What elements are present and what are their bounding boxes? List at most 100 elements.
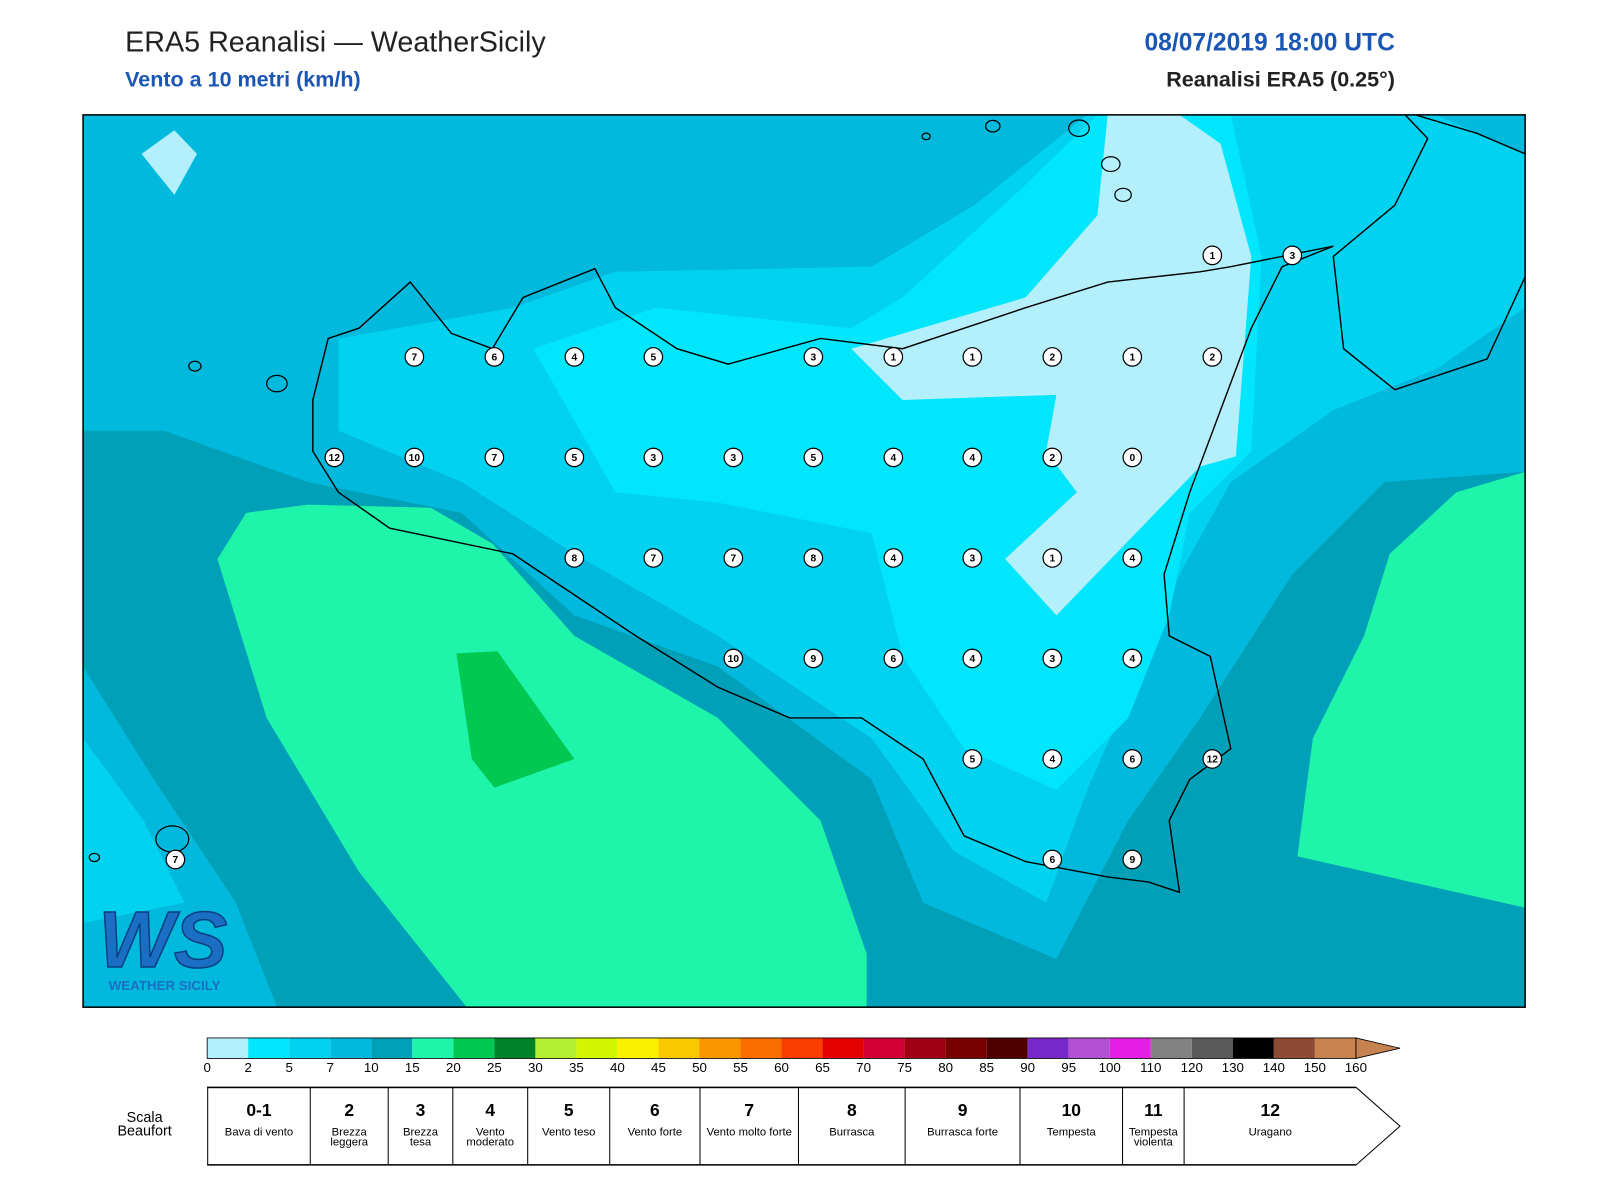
colorbar-tick-label: 35 <box>569 1060 584 1075</box>
contour-0-2 <box>141 130 197 195</box>
colorbar-swatch <box>1109 1037 1151 1059</box>
station-marker <box>1042 648 1063 669</box>
colorbar-swatch <box>1027 1037 1069 1059</box>
station-value: 1 <box>1129 353 1135 364</box>
colorbar-swatch <box>904 1037 946 1059</box>
station-marker <box>404 347 425 367</box>
station-value: 4 <box>572 353 578 364</box>
beaufort-level: 8 Burrasca <box>797 1087 905 1166</box>
station-value: 2 <box>1209 353 1215 364</box>
colorbar-tick-label: 75 <box>897 1060 912 1075</box>
station-marker <box>723 548 744 568</box>
station-marker <box>803 347 824 367</box>
station-value: 5 <box>810 453 816 464</box>
station-marker <box>643 447 664 468</box>
contour-7-10 <box>83 666 277 1008</box>
colorbar-tick-label: 85 <box>979 1060 994 1075</box>
colorbar-arrow <box>1355 1037 1401 1059</box>
beaufort-level: 9 Burrasca forte <box>904 1087 1020 1166</box>
station-marker <box>165 849 186 870</box>
colorbar-swatch <box>658 1037 700 1059</box>
station-marker <box>324 447 345 468</box>
beaufort-force: 10 <box>1061 1100 1081 1120</box>
station-value: 1 <box>969 353 975 364</box>
station-marker <box>803 648 824 669</box>
island <box>1114 187 1132 203</box>
colorbar-tick-label: 140 <box>1263 1060 1285 1075</box>
beaufort-force: 0-1 <box>246 1100 272 1120</box>
beaufort-name: Vento moderato <box>466 1126 515 1149</box>
logo-text: WEATHER SICILY <box>109 978 221 993</box>
station-marker <box>484 347 505 367</box>
colorbar-tick-label: 110 <box>1140 1060 1161 1075</box>
station-value: 8 <box>572 554 578 565</box>
colorbar-swatch <box>412 1037 454 1059</box>
colorbar-tick-label: 10 <box>364 1060 379 1075</box>
colorbar-swatch <box>945 1037 987 1059</box>
station-marker <box>1122 447 1143 468</box>
station-value: 7 <box>730 554 736 565</box>
colorbar-swatch <box>330 1037 372 1059</box>
island <box>266 374 288 393</box>
beaufort-name: Uragano <box>1248 1126 1292 1139</box>
contour-15-20 <box>1297 471 1526 908</box>
beaufort-force: 4 <box>485 1100 496 1120</box>
colorbar-tick-label: 20 <box>446 1060 461 1075</box>
colorbar-swatch <box>1191 1037 1233 1059</box>
station-marker <box>962 749 983 769</box>
beaufort-level: 10 Tempesta <box>1019 1087 1123 1166</box>
beaufort-force: 3 <box>415 1100 426 1120</box>
station-value: 1 <box>890 353 896 364</box>
colorbar-tick-label: 55 <box>733 1060 748 1075</box>
island <box>1068 119 1090 138</box>
station-value: 3 <box>1049 654 1055 665</box>
colorbar-swatch <box>699 1037 741 1059</box>
colorbar-tick-label: 150 <box>1304 1060 1326 1075</box>
beaufort-level: 3 Brezza tesa <box>387 1087 453 1166</box>
beaufort-level: 12 Uragano <box>1183 1087 1356 1166</box>
station-marker <box>404 447 425 468</box>
station-value: 9 <box>1129 855 1135 866</box>
colorbar: 0 2 5 7 10 15 20 25 30 35 40 45 50 55 60 65 70 75 80 85 90 95… <box>203 1037 1401 1075</box>
station-marker <box>1282 245 1303 266</box>
station-marker <box>1202 347 1223 367</box>
station-marker <box>1122 548 1143 568</box>
station-marker <box>1122 347 1143 367</box>
station-value: 9 <box>810 654 816 665</box>
logo-mark: WS <box>98 895 227 984</box>
station-value: 6 <box>890 654 896 665</box>
station-value: 4 <box>969 654 975 665</box>
station-value: 7 <box>173 855 179 866</box>
station-value: 5 <box>650 353 656 364</box>
colorbar-swatch <box>453 1037 495 1059</box>
station-value: 2 <box>1049 453 1055 464</box>
coastline <box>1332 114 1526 391</box>
colorbar-tick-label: 7 <box>327 1060 334 1075</box>
colorbar-swatch <box>740 1037 782 1059</box>
station-marker <box>1042 447 1063 468</box>
colorbar-swatch <box>289 1037 331 1059</box>
title: ERA5 Reanalisi — WeatherSicily <box>125 27 546 59</box>
island <box>921 132 931 141</box>
station-marker <box>1042 849 1063 870</box>
station-value: 12 <box>1207 755 1219 766</box>
beaufort-force: 8 <box>846 1100 857 1120</box>
colorbar-tick-label: 5 <box>286 1060 293 1075</box>
map-frame <box>82 114 1526 1008</box>
colorbar-tick-label: 65 <box>815 1060 830 1075</box>
island <box>88 852 101 863</box>
colorbar-swatch <box>1232 1037 1274 1059</box>
colorbar-swatch <box>576 1037 618 1059</box>
beaufort-force: 5 <box>563 1100 574 1120</box>
beaufort-label: Scala Beaufort <box>117 1108 172 1139</box>
coastline <box>312 245 1334 894</box>
beaufort-name: Tempesta <box>1046 1126 1096 1139</box>
colorbar-tick-label: 120 <box>1181 1060 1203 1075</box>
contour-5-7 <box>83 738 185 924</box>
colorbar-tick-label: 0 <box>203 1060 210 1075</box>
station-value: 1 <box>1049 554 1055 565</box>
station-value: 3 <box>730 453 736 464</box>
map: 1 37 6 4 5 3 1 1 2 1 212 10 7 5 3 3 5 4 4 2 08 7 7 8 4 3 1 410 9 6 4 3 4… <box>82 114 1526 1008</box>
station-value: 4 <box>890 453 896 464</box>
